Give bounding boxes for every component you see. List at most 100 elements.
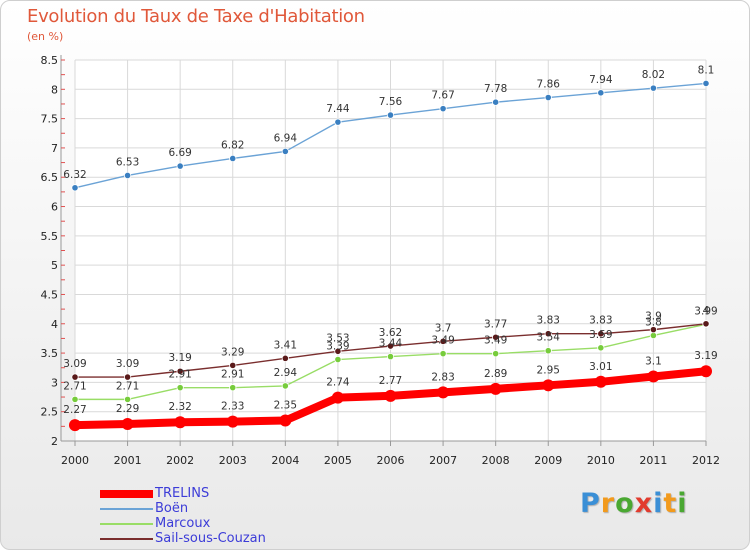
data-point: [176, 162, 184, 170]
x-tick-label: 2003: [219, 454, 247, 467]
legend-item: Boën: [100, 501, 266, 516]
legend-swatch: [100, 522, 153, 525]
data-label: 2.91: [221, 369, 244, 381]
data-label: 3.54: [537, 332, 561, 344]
x-tick-label: 2011: [639, 454, 667, 467]
legend-label: Boën: [155, 501, 189, 516]
data-point: [437, 386, 450, 399]
data-label: 2.71: [63, 380, 86, 392]
data-label: 7.44: [326, 103, 350, 115]
x-tick-label: 2000: [61, 454, 89, 467]
data-point: [229, 361, 237, 369]
legend: TRELINS Boën Marcoux Sail-sous-Couzan: [100, 486, 266, 546]
legend-label: Marcoux: [155, 516, 211, 531]
proxiti-logo: Proxiti: [580, 488, 688, 519]
x-tick-label: 2007: [429, 454, 457, 467]
x-tick-label: 2008: [482, 454, 510, 467]
data-point: [544, 347, 552, 355]
y-tick-label: 3.5: [41, 347, 59, 360]
data-label: 2.35: [274, 399, 297, 411]
data-label: 7.56: [379, 96, 403, 108]
data-label: 2.77: [379, 375, 402, 387]
data-label: 3.83: [537, 315, 560, 327]
data-label: 2.89: [484, 368, 507, 380]
data-label: 3.77: [484, 318, 507, 330]
data-label: 2.95: [537, 364, 560, 376]
data-point: [492, 98, 500, 106]
data-point: [71, 373, 79, 381]
y-tick-label: 5: [51, 259, 58, 272]
data-point: [439, 337, 447, 345]
x-tick-label: 2006: [377, 454, 405, 467]
data-label: 8.1: [698, 64, 715, 76]
data-point: [176, 384, 184, 392]
y-tick-label: 4.5: [41, 288, 59, 301]
y-tick-label: 2.5: [41, 406, 59, 419]
y-tick-label: 6: [51, 201, 58, 214]
data-point: [334, 118, 342, 126]
data-label: 3.49: [431, 335, 454, 347]
data-label: 3.99: [694, 305, 717, 317]
data-label: 7.86: [537, 79, 561, 91]
data-label: 3.19: [694, 350, 717, 362]
data-label: 2.83: [431, 371, 454, 383]
data-point: [281, 354, 289, 362]
y-tick-label: 8: [51, 83, 58, 96]
legend-swatch: [100, 507, 153, 510]
data-label: 7.78: [484, 83, 507, 95]
data-label: 2.91: [168, 369, 191, 381]
data-label: 2.74: [326, 377, 350, 389]
data-point: [226, 415, 239, 428]
data-point: [597, 344, 605, 352]
data-point: [176, 367, 184, 375]
data-point: [649, 331, 658, 340]
data-label: 3.44: [379, 338, 403, 350]
data-point: [649, 326, 658, 334]
chart-title: Evolution du Taux de Taxe d'Habitation: [27, 6, 365, 27]
data-point: [71, 395, 79, 403]
data-point: [700, 365, 712, 378]
data-point: [597, 89, 605, 97]
data-labels: 2.27 2.29 2.32 2.33 2.35 2.74 2.77 2.83 2.89 2.95…: [63, 64, 717, 416]
x-tick-label: 2004: [271, 454, 299, 467]
data-point: [331, 391, 344, 404]
data-label: 6.69: [168, 147, 191, 159]
data-label: 2.94: [274, 367, 298, 379]
y-tick-label: 3: [51, 376, 58, 389]
y-tick-label: 7: [51, 142, 58, 155]
data-label: 6.53: [116, 156, 139, 168]
y-tick-label: 4: [51, 318, 58, 331]
data-point: [439, 350, 447, 358]
data-point: [647, 370, 660, 383]
data-label: 3.53: [326, 332, 349, 344]
data-label: 8.02: [642, 69, 665, 81]
data-point: [69, 419, 81, 432]
data-label: 3.19: [168, 352, 191, 364]
series-lines: [69, 79, 712, 432]
data-label: 3.49: [484, 335, 507, 347]
data-label: 3.59: [589, 329, 612, 341]
x-tick-label: 2010: [587, 454, 615, 467]
data-point: [702, 79, 710, 88]
data-label: 2.29: [116, 403, 139, 415]
data-label: 6.82: [221, 139, 244, 151]
data-point: [384, 389, 397, 402]
data-point: [597, 330, 605, 338]
data-point: [334, 355, 342, 364]
data-label: 3.29: [221, 346, 244, 358]
data-point: [123, 171, 132, 180]
data-point: [386, 111, 395, 119]
y-tick-label: 8.5: [41, 54, 59, 67]
legend-swatch: [100, 537, 153, 540]
x-tick-label: 2002: [166, 454, 194, 467]
data-label: 4: [703, 305, 710, 317]
data-point: [489, 382, 502, 395]
data-point: [702, 320, 710, 328]
data-point: [334, 347, 342, 355]
data-label: 3.39: [326, 341, 349, 353]
data-point: [492, 333, 500, 341]
data-point: [649, 84, 658, 92]
data-label: 7.67: [431, 90, 454, 102]
data-point: [121, 418, 134, 431]
